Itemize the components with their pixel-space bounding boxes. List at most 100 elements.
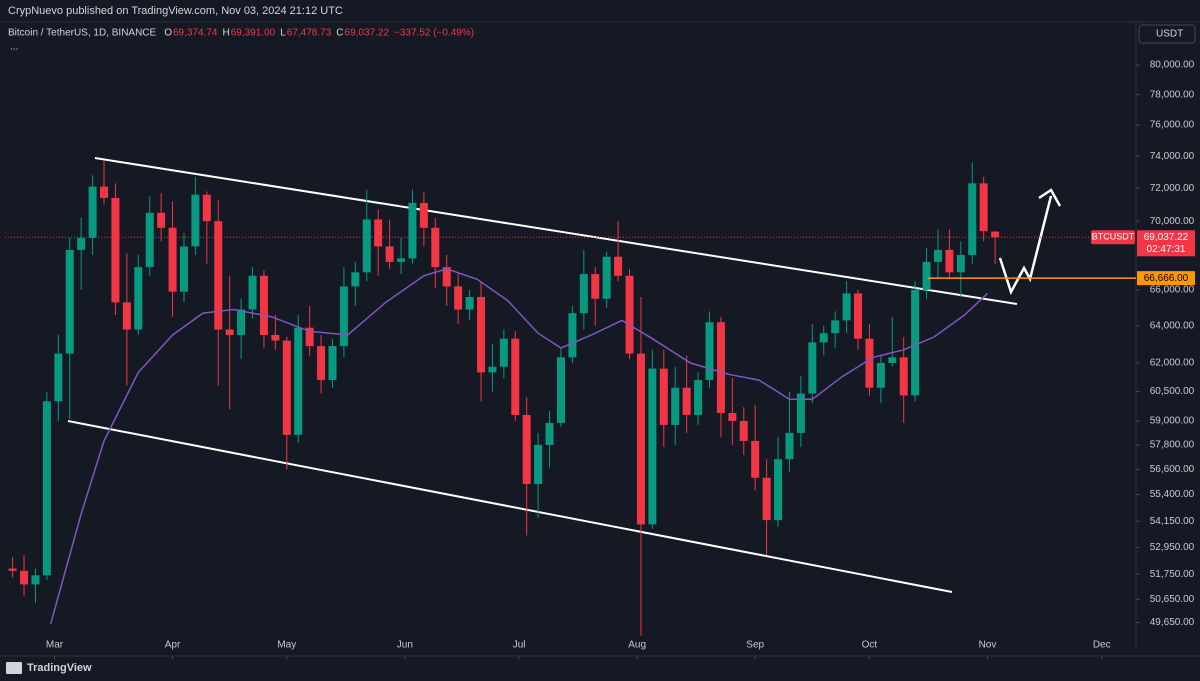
candle-body — [157, 212, 166, 228]
candle-body — [728, 413, 737, 421]
candle-body — [842, 293, 851, 321]
x-tick-label: Sep — [746, 640, 764, 651]
y-tick-label: 59,000.00 — [1150, 416, 1195, 427]
candle-body — [705, 322, 714, 381]
candle-body — [808, 342, 817, 394]
candle-body — [477, 296, 486, 373]
y-tick-label: 78,000.00 — [1150, 89, 1195, 100]
plot: 80,000.00 78,000.00 76,000.00 74,000.00 72,0… — [5, 60, 1195, 659]
candle-body — [945, 249, 954, 273]
x-tick-label: Jul — [513, 640, 526, 651]
candle-body — [865, 338, 874, 388]
candle-body — [568, 313, 577, 358]
candle-body — [408, 202, 417, 259]
candle-body — [282, 340, 291, 435]
candle-body — [442, 267, 451, 287]
candle-body — [591, 274, 600, 299]
candle-body — [762, 477, 771, 521]
candle-body — [534, 444, 543, 485]
candle-body — [819, 333, 828, 343]
y-tick-label: 66,000.00 — [1150, 285, 1195, 296]
candle-body — [614, 256, 623, 276]
currency[interactable]: USDT — [1156, 29, 1183, 40]
projection-arrow — [998, 195, 1053, 296]
ohlc-key: C — [336, 28, 343, 39]
y-tick-label: 62,000.00 — [1150, 358, 1195, 369]
candle-body — [648, 368, 657, 525]
candle-body — [419, 202, 428, 228]
y-tick-label: 76,000.00 — [1150, 120, 1195, 131]
candle-body — [556, 357, 565, 423]
x-tick-label: May — [277, 640, 296, 651]
candle-body — [179, 246, 188, 292]
candle-body — [499, 338, 508, 367]
candle-body — [305, 327, 314, 347]
candle-body — [899, 357, 908, 396]
candle-body — [922, 261, 931, 290]
arrow-head — [1038, 188, 1062, 207]
candle-body — [8, 568, 17, 571]
upper-trendline — [94, 157, 1018, 305]
candle-body — [397, 258, 406, 262]
y-tick-label: 60,500.00 — [1150, 386, 1195, 397]
candle-body — [145, 212, 154, 268]
candle-body — [659, 368, 668, 425]
currency-box[interactable] — [1138, 24, 1196, 44]
candle-body — [259, 275, 268, 336]
ohlc-key: L — [280, 28, 286, 39]
candle-body — [671, 387, 680, 425]
candle-body — [317, 346, 326, 381]
candle-body — [374, 219, 383, 247]
candle-body — [522, 415, 531, 485]
candle-body — [294, 327, 303, 435]
ohlc-value: 69,391.00 — [231, 28, 276, 39]
level-label-box — [1137, 271, 1195, 286]
more[interactable]: ... — [10, 42, 18, 53]
candle-body — [545, 422, 554, 445]
candle-body — [88, 186, 97, 238]
y-tick-label: 80,000.00 — [1150, 60, 1195, 71]
candle-body — [602, 256, 611, 299]
y-tick-label: 70,000.00 — [1150, 216, 1195, 227]
candle-body — [968, 183, 977, 255]
y-tick-label: 55,400.00 — [1150, 489, 1195, 500]
candle-body — [854, 293, 863, 339]
ohlc-key: O — [164, 28, 172, 39]
candle-body — [328, 346, 337, 381]
symbol-badge-box — [1091, 230, 1135, 245]
candle-body — [214, 221, 223, 330]
y-tick-label: 52,950.00 — [1150, 542, 1195, 553]
candle-body — [911, 289, 920, 396]
candle-body — [774, 459, 783, 521]
level-label: 66,666.00 — [1144, 273, 1189, 284]
candle-body — [625, 275, 634, 354]
brand-logo — [6, 662, 22, 674]
candle-body — [682, 387, 691, 416]
candle-body — [191, 194, 200, 247]
candle-body — [888, 357, 897, 363]
x-tick-label: Jun — [397, 640, 413, 651]
x-tick-label: Nov — [979, 640, 997, 651]
candle-body — [20, 570, 29, 585]
candle-body — [785, 432, 794, 460]
candle-body — [362, 219, 371, 273]
candle-body — [77, 237, 86, 250]
y-tick-label: 49,650.00 — [1150, 617, 1195, 628]
candle-body — [716, 322, 725, 414]
moving-average — [49, 268, 989, 625]
x-tick-label: Apr — [165, 640, 181, 651]
candle-body — [31, 575, 40, 585]
ohlc-value: 67,478.73 — [287, 28, 332, 39]
x-tick-label: Oct — [862, 640, 878, 651]
y-tick-label: 74,000.00 — [1150, 151, 1195, 162]
candle-body — [933, 249, 942, 262]
change: −337.52 (−0.49%) — [394, 28, 474, 39]
candle-body — [454, 286, 463, 310]
candle-body — [579, 274, 588, 314]
candle-body — [111, 197, 120, 303]
candle-body — [134, 267, 143, 330]
candle-body — [385, 246, 394, 262]
candle-body — [694, 380, 703, 416]
lower-trendline — [67, 420, 953, 593]
price-label: 69,037.22 — [1144, 232, 1189, 243]
